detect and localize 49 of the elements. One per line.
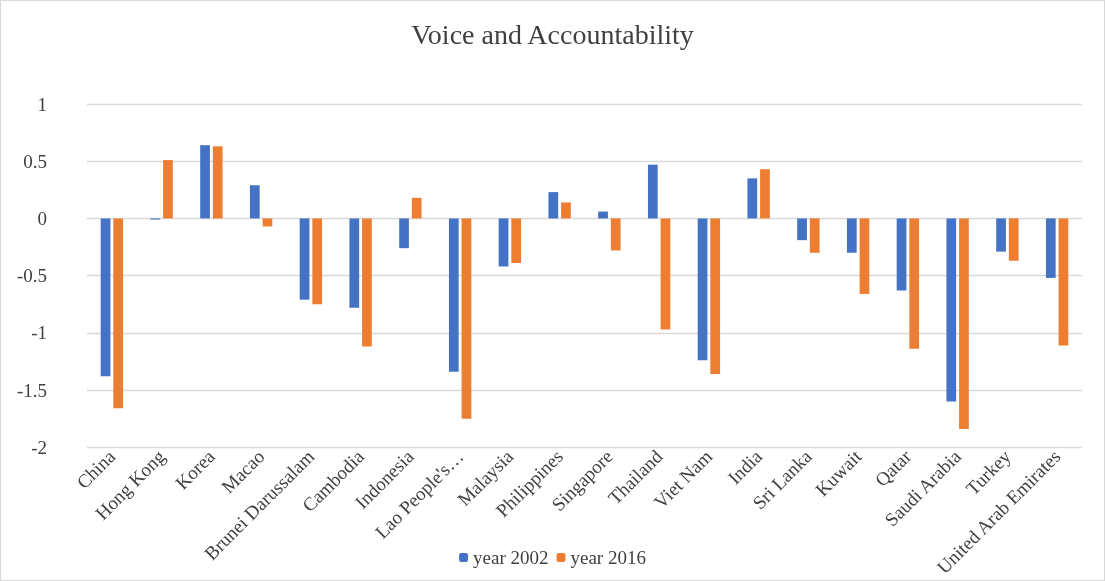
bar xyxy=(660,218,671,330)
bar xyxy=(610,218,621,251)
bar xyxy=(561,202,571,219)
bar xyxy=(511,218,522,264)
bar xyxy=(747,178,758,219)
bar xyxy=(946,218,957,402)
bar xyxy=(100,218,111,377)
bar xyxy=(548,192,559,219)
y-tick-label: -0.5 xyxy=(16,265,47,287)
chart-title: Voice and Accountability xyxy=(411,18,694,50)
bar xyxy=(809,218,820,253)
legend-label: year 2002 xyxy=(473,547,549,568)
bar xyxy=(299,218,310,300)
bar xyxy=(760,169,770,219)
bar xyxy=(362,218,372,347)
bar xyxy=(461,218,472,419)
bar xyxy=(647,164,658,219)
bar xyxy=(498,218,509,267)
bar xyxy=(212,146,223,219)
y-tick-label: 1 xyxy=(37,93,47,115)
bar xyxy=(1045,218,1056,278)
bar xyxy=(312,218,323,305)
y-tick-label: 0 xyxy=(37,207,47,229)
bar xyxy=(448,218,459,372)
bar xyxy=(349,218,360,308)
bar xyxy=(996,218,1006,252)
y-tick-label: -2 xyxy=(31,436,47,458)
bar xyxy=(598,211,608,219)
bar xyxy=(163,160,173,219)
bar xyxy=(1008,218,1019,261)
bar xyxy=(959,218,969,429)
bar xyxy=(113,218,124,409)
y-tick-label: 0.5 xyxy=(23,150,47,172)
bar xyxy=(200,145,210,219)
bar xyxy=(909,218,920,349)
bar xyxy=(1058,218,1069,346)
bar xyxy=(859,218,870,294)
y-tick-label: -1.5 xyxy=(16,379,47,401)
bar xyxy=(262,218,273,227)
bar xyxy=(797,218,807,241)
legend-label: year 2016 xyxy=(570,547,646,568)
bar xyxy=(697,218,708,361)
bar xyxy=(710,218,721,375)
bar xyxy=(411,197,422,219)
bar xyxy=(846,218,857,253)
bar xyxy=(896,218,907,291)
y-tick-label: -1 xyxy=(31,322,47,344)
bar xyxy=(399,218,409,249)
bar xyxy=(249,185,260,219)
